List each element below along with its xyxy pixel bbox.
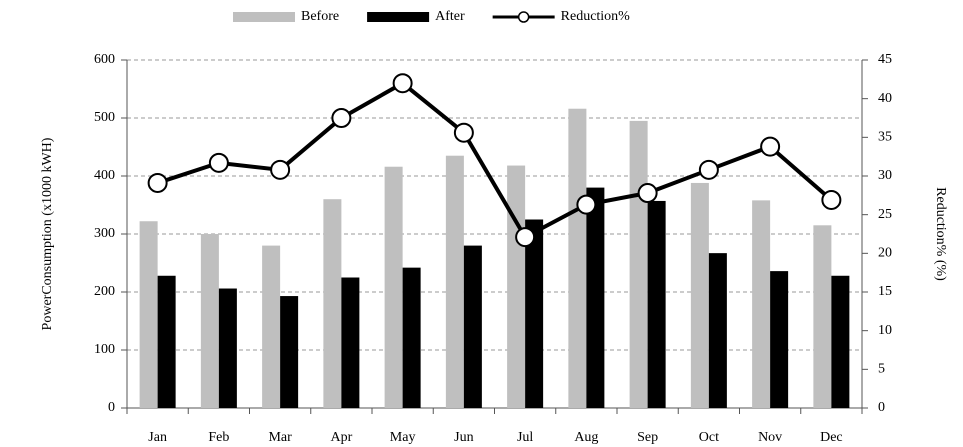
bar: [157, 275, 176, 408]
x-tick-label: Aug: [574, 430, 598, 445]
bar: [690, 182, 709, 408]
x-tick-label: Dec: [820, 430, 843, 445]
legend-label: After: [435, 9, 465, 24]
bar: [139, 221, 158, 408]
bar: [280, 296, 299, 408]
marker: [331, 108, 352, 128]
legend-swatch: [233, 12, 295, 22]
x-tick-label: Mar: [268, 430, 292, 445]
y2-tick-label: 0: [878, 400, 885, 415]
legend-label: Before: [301, 9, 339, 24]
y2-tick-label: 45: [878, 52, 892, 67]
x-tick-label: Jan: [148, 430, 167, 445]
bar: [200, 234, 219, 408]
y-tick-label: 300: [94, 226, 115, 241]
y-tick-label: 500: [94, 110, 115, 125]
bar: [629, 120, 648, 409]
bar: [647, 200, 666, 408]
bar: [218, 288, 237, 408]
y2-tick-label: 25: [878, 207, 892, 222]
y2-tick-label: 35: [878, 130, 892, 145]
y2-tick-label: 5: [878, 362, 885, 377]
bar: [708, 253, 727, 408]
marker: [576, 194, 597, 215]
y-tick-label: 400: [94, 168, 115, 183]
x-tick-label: May: [390, 430, 416, 445]
y2-tick-label: 20: [878, 246, 892, 261]
bar: [341, 277, 360, 408]
y2-tick-label: 30: [878, 168, 892, 183]
y-tick-label: 0: [108, 400, 115, 415]
bar: [752, 200, 771, 408]
x-tick-label: Apr: [330, 430, 352, 445]
bar: [463, 245, 482, 408]
y-tick-label: 100: [94, 342, 115, 357]
y-axis-label: PowerConsumption (x1000 kWH): [40, 137, 55, 330]
bar: [445, 155, 464, 408]
y-tick-label: 200: [94, 284, 115, 299]
x-tick-label: Jul: [517, 430, 533, 445]
marker: [147, 172, 168, 193]
x-tick-label: Sep: [637, 430, 658, 445]
legend-label: Reduction%: [561, 9, 631, 24]
marker: [208, 152, 229, 173]
legend-marker: [517, 11, 530, 23]
y2-tick-label: 15: [878, 284, 892, 299]
y2-axis-label: Reduction% (%): [933, 187, 948, 281]
y2-tick-label: 10: [878, 323, 892, 338]
bar: [831, 275, 850, 408]
bar: [525, 219, 544, 408]
x-tick-label: Oct: [699, 430, 719, 445]
marker: [515, 227, 536, 248]
marker: [760, 136, 781, 157]
bar: [813, 225, 832, 408]
marker: [270, 159, 291, 180]
bar: [586, 187, 605, 408]
x-tick-label: Nov: [758, 430, 782, 445]
bar: [402, 267, 421, 408]
marker: [637, 183, 658, 204]
marker: [698, 159, 719, 180]
marker: [821, 189, 842, 210]
marker: [453, 122, 474, 143]
y-tick-label: 600: [94, 52, 115, 67]
bar: [262, 245, 281, 408]
bar: [323, 199, 342, 408]
x-tick-label: Feb: [208, 430, 229, 445]
legend-swatch: [367, 12, 430, 22]
bar: [568, 108, 587, 408]
bar: [384, 166, 403, 408]
marker: [392, 73, 413, 94]
y2-tick-label: 40: [878, 91, 892, 106]
line: [157, 80, 833, 240]
bar: [770, 271, 789, 408]
x-tick-label: Jun: [454, 430, 473, 445]
bar: [507, 165, 526, 408]
